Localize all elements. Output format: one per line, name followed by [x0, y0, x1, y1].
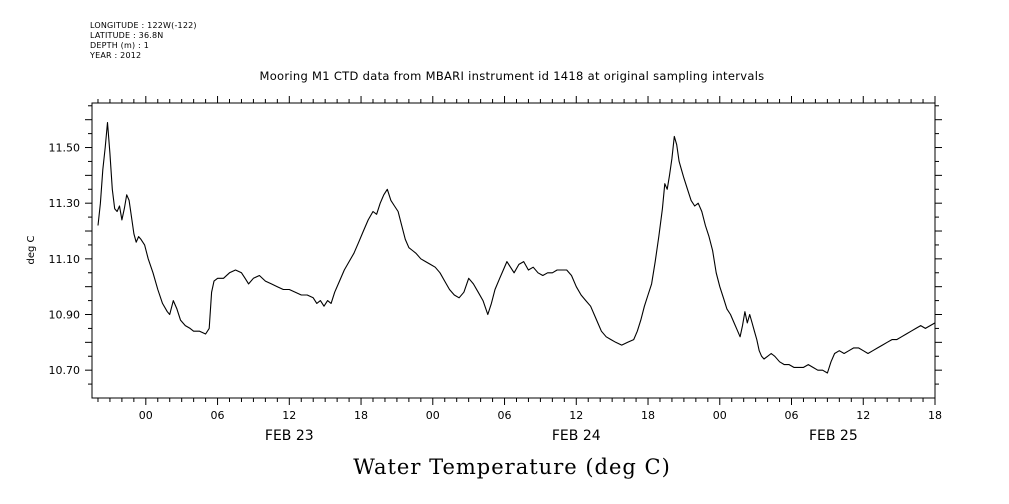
x-tick-label: 00	[713, 409, 727, 422]
x-tick-label: 12	[856, 409, 870, 422]
y-axis-label: deg C	[26, 235, 37, 264]
year-label: YEAR : 2012	[90, 51, 142, 60]
x-tick-label: 12	[282, 409, 296, 422]
date-label: FEB 24	[552, 428, 601, 444]
y-tick-label: 10.90	[49, 309, 81, 322]
latitude-label: LATITUDE : 36.8N	[90, 31, 164, 40]
date-labels: FEB 23 FEB 24 FEB 25	[265, 428, 858, 444]
metadata-block: LONGITUDE : 122W(-122) LATITUDE : 36.8N …	[90, 21, 197, 61]
depth-label: DEPTH (m) : 1	[90, 41, 149, 50]
x-tick-label: 12	[569, 409, 583, 422]
x-axis-label: Water Temperature (deg C)	[353, 455, 671, 479]
x-tick-labels: 00 06 12 18 00 06 12 18 00 06 12 18	[139, 409, 942, 422]
x-tick-label: 00	[139, 409, 153, 422]
x-tick-label: 18	[928, 409, 942, 422]
x-tick-label: 18	[641, 409, 655, 422]
x-tick-label: 06	[211, 409, 225, 422]
series-group	[97, 121, 936, 374]
y-tick-label: 11.10	[49, 253, 81, 266]
x-tick-label: 00	[426, 409, 440, 422]
chart-title: Mooring M1 CTD data from MBARI instrumen…	[259, 69, 765, 83]
y-tick-labels: 10.70 10.90 11.10 11.30 11.50	[49, 142, 81, 378]
x-tick-label: 06	[785, 409, 799, 422]
date-label: FEB 23	[265, 428, 314, 444]
x-tick-label: 06	[498, 409, 512, 422]
y-tick-label: 11.50	[49, 142, 81, 155]
longitude-label: LONGITUDE : 122W(-122)	[90, 21, 197, 30]
series-line	[97, 121, 936, 374]
y-tick-label: 11.30	[49, 197, 81, 210]
axis-ticks	[85, 96, 942, 405]
x-tick-label: 18	[354, 409, 368, 422]
plot-frame	[91, 102, 936, 399]
y-tick-label: 10.70	[49, 364, 81, 377]
date-label: FEB 25	[809, 428, 858, 444]
